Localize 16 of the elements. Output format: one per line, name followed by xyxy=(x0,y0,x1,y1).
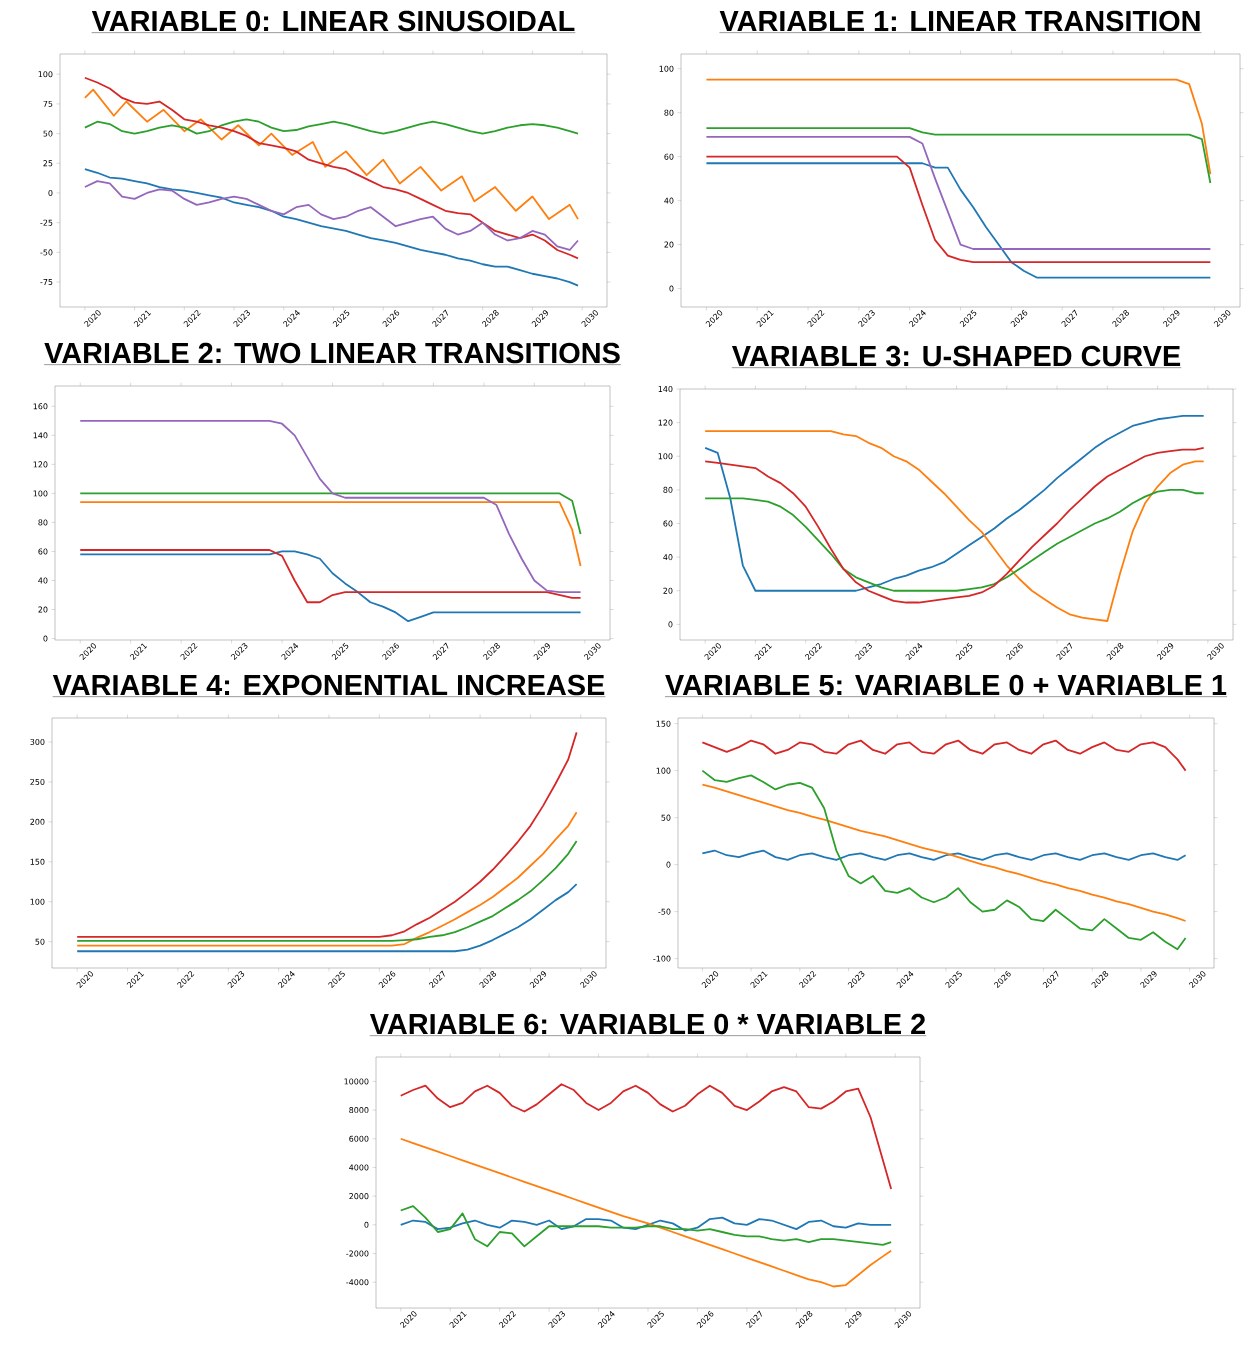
line-series xyxy=(704,446,1205,604)
line-series xyxy=(701,849,1187,861)
line-series xyxy=(83,88,579,221)
chart-title: VARIABLE 2: TWO LINEAR TRANSITIONS xyxy=(44,342,620,364)
chart-title: VARIABLE 3: U-SHAPED CURVE xyxy=(731,345,1181,367)
chart-title: VARIABLE 6: VARIABLE 0 * VARIABLE 2 xyxy=(369,1013,926,1035)
chart-title: VARIABLE 4: EXPONENTIAL INCREASE xyxy=(52,674,605,696)
line-series xyxy=(701,783,1187,922)
line-series xyxy=(701,769,1187,951)
line-series xyxy=(399,1083,893,1190)
line-series xyxy=(701,739,1187,772)
chart-title: VARIABLE 0: LINEAR SINUSOIDAL xyxy=(91,10,575,32)
chart-title: VARIABLE 1: LINEAR TRANSITION xyxy=(719,10,1200,32)
line-series xyxy=(83,180,579,251)
chart-title: VARIABLE 5: VARIABLE 0 + VARIABLE 1 xyxy=(665,674,1227,696)
line-series xyxy=(83,118,579,135)
